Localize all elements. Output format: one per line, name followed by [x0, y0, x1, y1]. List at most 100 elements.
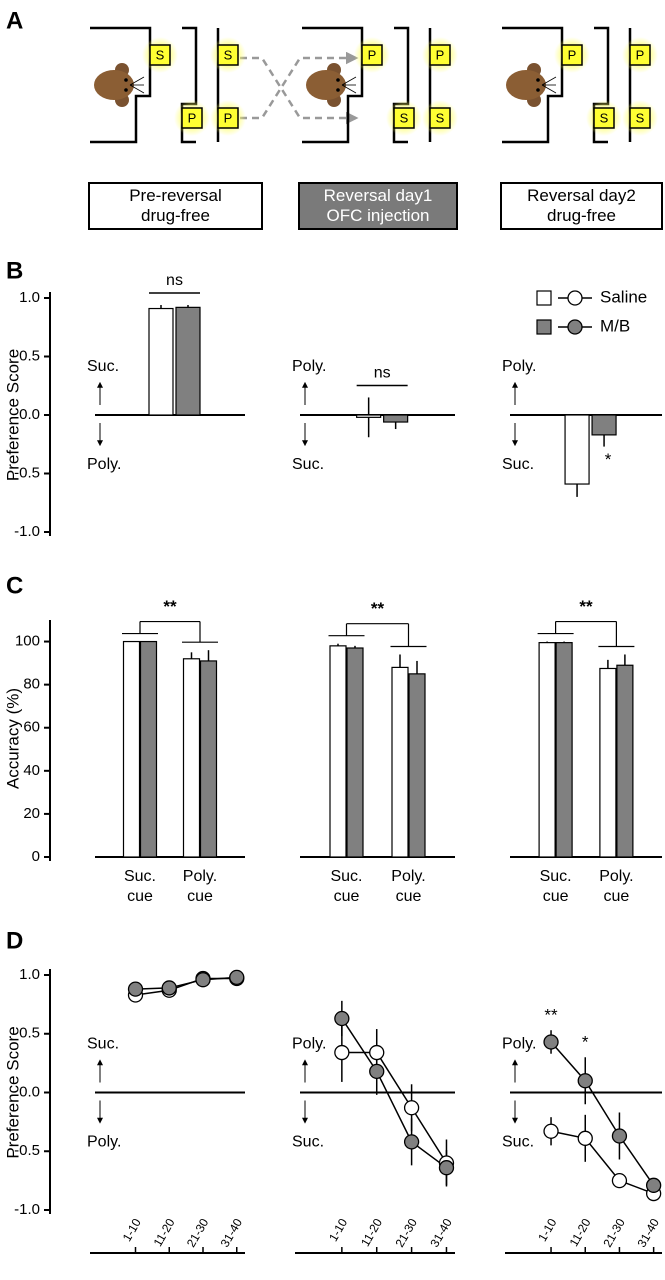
- panel-label: A: [6, 7, 23, 34]
- point: [543, 1123, 559, 1139]
- point: [577, 1130, 593, 1146]
- stage-label: Reversal day1 OFC injection: [298, 182, 458, 230]
- direction-label: Poly.: [292, 1036, 326, 1053]
- mouse-eye: [336, 88, 340, 92]
- cue-port: [629, 107, 651, 129]
- cue-port: [217, 107, 239, 129]
- series-line: [135, 976, 237, 990]
- x-tick-label: 31-40: [218, 1216, 246, 1250]
- mouse-whisker: [341, 76, 357, 86]
- bar: [356, 414, 382, 418]
- bar: [329, 645, 347, 858]
- y-tick-label: -0.5: [14, 1142, 40, 1159]
- cue-letter: S: [400, 110, 409, 125]
- y-tick-label: 80: [23, 676, 40, 693]
- x-tick-label: 1-10: [535, 1216, 559, 1244]
- bar: [175, 306, 201, 416]
- legend-swatch: [536, 290, 552, 306]
- cue-port: [361, 44, 383, 66]
- significance: *: [605, 450, 612, 469]
- point: [403, 1134, 420, 1150]
- legend-swatch: [536, 319, 552, 335]
- y-tick-label: 0.0: [19, 406, 40, 423]
- cue-port: [181, 107, 203, 129]
- x-tick-label: Suc. cue: [123, 868, 156, 905]
- point: [438, 1160, 455, 1176]
- point: [611, 1172, 628, 1189]
- y-tick-label: 0: [32, 848, 40, 865]
- significance-bracket: [345, 623, 410, 647]
- bar: [346, 647, 364, 858]
- significance: **: [371, 599, 385, 618]
- point: [543, 1034, 559, 1050]
- y-tick-label: 60: [23, 719, 40, 736]
- x-tick-label: 11-20: [151, 1216, 178, 1249]
- panel-label: D: [6, 927, 23, 954]
- bar: [564, 414, 590, 485]
- point: [369, 1044, 385, 1061]
- direction-label: Suc.: [87, 1036, 119, 1053]
- stage-label: Pre-reversal drug-free: [88, 182, 263, 230]
- cue-port: [429, 44, 451, 66]
- chamber-wall: [90, 26, 152, 144]
- series-line: [550, 1041, 655, 1186]
- significance: *: [582, 1033, 589, 1052]
- x-tick-label: 31-40: [635, 1216, 663, 1250]
- y-tick-label: 40: [23, 762, 40, 779]
- chamber-wall: [302, 26, 364, 144]
- point: [403, 1100, 420, 1116]
- bar: [122, 640, 141, 858]
- y-axis-title: Preference Score: [3, 349, 22, 481]
- significance-bracket: [139, 620, 201, 643]
- mouse-eye: [336, 78, 340, 82]
- transition-arrow: [240, 56, 359, 125]
- mouse-eye: [124, 78, 128, 82]
- direction-label: Suc.: [502, 456, 534, 473]
- cue-letter: P: [568, 47, 577, 62]
- y-tick-label: 0.5: [19, 1025, 40, 1042]
- x-tick-label: Poly. cue: [599, 868, 634, 905]
- bar: [182, 658, 201, 858]
- x-tick-label: 21-30: [600, 1216, 628, 1250]
- cue-port: [149, 44, 171, 66]
- direction-label: Poly.: [292, 358, 326, 375]
- significance: ns: [374, 365, 391, 382]
- cue-letter: P: [188, 110, 197, 125]
- legend-marker: [567, 319, 583, 335]
- mouse-body: [94, 70, 134, 100]
- significance: **: [544, 1006, 558, 1025]
- cue-port: [593, 107, 615, 129]
- mouse-eye: [536, 78, 540, 82]
- bar: [538, 642, 556, 858]
- cue-letter: S: [156, 47, 165, 62]
- direction-label: Suc.: [292, 456, 324, 473]
- point: [611, 1128, 628, 1144]
- direction-label: Poly.: [502, 1036, 536, 1053]
- bar: [555, 642, 573, 858]
- bar: [616, 664, 634, 858]
- point: [577, 1073, 593, 1089]
- mouse-whisker: [341, 84, 357, 94]
- legend-marker: [567, 290, 583, 306]
- point: [334, 1044, 350, 1061]
- mouse-whisker: [129, 84, 145, 94]
- bar: [408, 673, 426, 858]
- y-tick-label: -1.0: [14, 523, 40, 540]
- y-tick-label: 0.5: [19, 347, 40, 364]
- series-line: [135, 977, 237, 996]
- mouse-body: [506, 70, 546, 100]
- mouse-whisker: [541, 76, 557, 86]
- mouse-eye: [536, 88, 540, 92]
- cue-letter: P: [224, 110, 233, 125]
- panel-label: B: [6, 257, 23, 284]
- cue-letter: P: [636, 47, 645, 62]
- y-tick-label: 1.0: [19, 289, 40, 306]
- x-tick-label: 21-30: [184, 1216, 212, 1250]
- y-tick-label: 20: [23, 805, 40, 822]
- y-tick-label: 1.0: [19, 966, 40, 983]
- x-tick-label: 21-30: [392, 1216, 420, 1250]
- point: [334, 1010, 350, 1027]
- bar: [391, 666, 409, 858]
